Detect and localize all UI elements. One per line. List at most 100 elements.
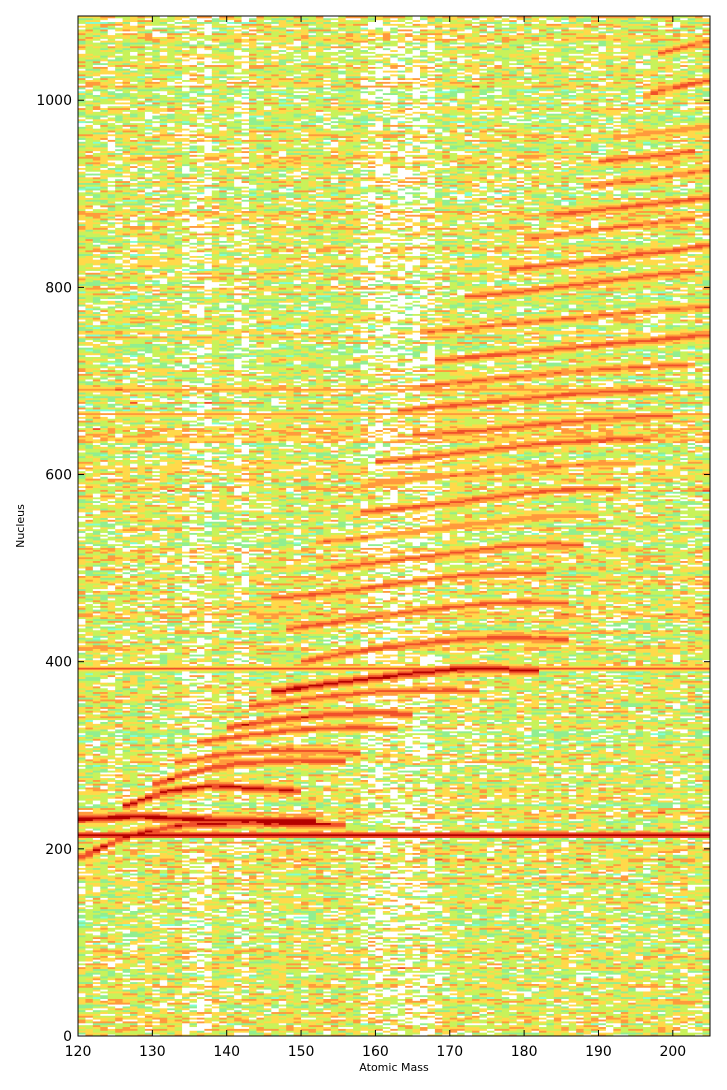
heatmap-cell <box>152 482 161 489</box>
heatmap-cell <box>78 766 86 769</box>
heatmap-cell <box>100 951 109 955</box>
heatmap-cell <box>85 611 94 614</box>
heatmap-cell <box>85 88 94 92</box>
heatmap-cell <box>115 354 124 358</box>
heatmap-cell <box>122 779 131 782</box>
heatmap-cell <box>100 491 109 494</box>
heatmap-cell <box>107 846 116 850</box>
heatmap-cell <box>100 47 109 51</box>
heatmap-cell <box>78 467 86 470</box>
heatmap-cell <box>115 1028 124 1033</box>
heatmap-cell <box>130 798 138 801</box>
heatmap-cell <box>85 433 94 436</box>
heatmap-cell <box>130 618 138 621</box>
heatmap-cell <box>85 895 94 898</box>
heatmap-cell <box>122 34 131 39</box>
heatmap-cell <box>85 467 94 470</box>
heatmap-cell <box>78 697 86 700</box>
heatmap-cell <box>85 313 94 316</box>
heatmap-cell <box>159 465 168 472</box>
heatmap-cell <box>92 180 101 183</box>
heatmap-cell <box>100 117 109 120</box>
heatmap-cell <box>107 482 116 485</box>
heatmap-cell <box>107 663 116 666</box>
heatmap-cell <box>115 508 124 517</box>
heatmap-cell <box>92 182 101 185</box>
heatmap-cell <box>152 175 161 180</box>
heatmap-cell <box>152 234 161 241</box>
heatmap-cell <box>130 738 138 741</box>
heatmap-cell <box>100 710 109 713</box>
heatmap-cell <box>159 579 168 584</box>
heatmap-cell <box>144 446 153 451</box>
heatmap-cell <box>115 180 124 183</box>
heatmap-cell <box>122 744 131 747</box>
heatmap-cell <box>122 573 131 578</box>
heatmap-cell <box>100 1009 109 1013</box>
heatmap-cell <box>122 813 131 816</box>
heatmap-cell <box>107 620 116 623</box>
heatmap-cell <box>100 983 109 988</box>
heatmap-cell <box>100 826 109 833</box>
heatmap-cell <box>100 59 109 62</box>
heatmap-cell <box>78 817 86 822</box>
heatmap-cell <box>100 109 109 112</box>
heatmap-cell <box>92 826 101 829</box>
heatmap-cell <box>115 579 124 584</box>
heatmap-cell <box>100 938 109 943</box>
heatmap-cell <box>152 225 161 230</box>
heatmap-cell <box>100 154 109 165</box>
heatmap-cell <box>107 62 116 66</box>
heatmap-cell <box>122 98 131 101</box>
heatmap-cell <box>100 27 109 30</box>
heatmap-cell <box>130 994 138 998</box>
heatmap-cell <box>122 336 131 339</box>
heatmap-cell <box>122 652 131 655</box>
heatmap-cell <box>152 330 161 335</box>
heatmap-cell <box>115 60 124 64</box>
heatmap-cell <box>92 873 101 876</box>
heatmap-cell <box>115 399 124 402</box>
heatmap-cell <box>130 904 138 911</box>
heatmap-cell <box>122 794 131 797</box>
heatmap-cell <box>115 835 124 842</box>
heatmap-cell <box>85 772 94 775</box>
heatmap-cell <box>152 414 161 419</box>
heatmap-cell <box>115 40 124 43</box>
heatmap-cell <box>107 534 116 537</box>
heatmap-cell <box>78 878 86 882</box>
heatmap-cell <box>107 465 116 470</box>
heatmap-cell <box>100 961 109 964</box>
heatmap-cell <box>107 244 116 247</box>
heatmap-cell <box>130 92 138 97</box>
heatmap-cell <box>92 659 101 668</box>
heatmap-cell <box>115 783 124 786</box>
heatmap-cell <box>115 948 124 951</box>
heatmap-cell <box>130 633 138 640</box>
heatmap-cell <box>137 296 146 301</box>
heatmap-cell <box>107 725 116 730</box>
heatmap-cell <box>85 351 94 354</box>
heatmap-cell <box>130 236 138 241</box>
heatmap-cell <box>130 755 138 762</box>
heatmap-cell <box>122 781 131 784</box>
heatmap-cell <box>78 358 86 361</box>
heatmap-cell <box>115 365 124 369</box>
heatmap-cell <box>100 483 109 487</box>
heatmap-cell <box>78 255 86 258</box>
heatmap-cell <box>115 115 124 122</box>
heatmap-cell <box>100 79 109 82</box>
heatmap-cell <box>85 21 94 24</box>
heatmap-cell <box>85 470 94 474</box>
heatmap-cell <box>122 126 131 129</box>
heatmap-cell <box>115 867 124 870</box>
heatmap-cell <box>100 474 109 477</box>
heatmap-cell <box>78 281 86 285</box>
heatmap-cell <box>92 496 101 500</box>
heatmap-cell <box>122 929 131 934</box>
heatmap-cell <box>107 44 116 47</box>
heatmap-cell <box>130 841 138 844</box>
heatmap-cell <box>107 160 116 163</box>
heatmap-cell <box>85 751 94 754</box>
heatmap-cell <box>115 380 124 384</box>
